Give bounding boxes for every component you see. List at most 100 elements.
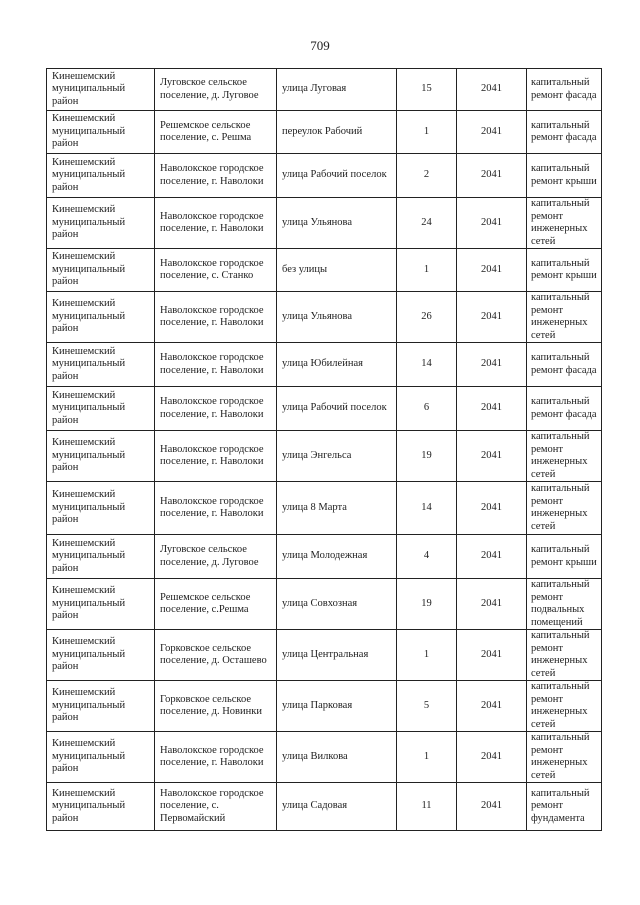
street-cell: улица Вилкова	[276, 731, 397, 783]
district-cell: Кинешемский муниципальный район	[46, 578, 155, 630]
street-cell: улица Центральная	[276, 629, 397, 681]
year-cell: 2041	[456, 68, 527, 111]
house-number-cell: 14	[396, 342, 457, 387]
house-number-cell: 1	[396, 731, 457, 783]
work-type-cell: капитальный ремонт инженерных сетей	[526, 680, 602, 732]
settlement-cell: Наволокское городское поселение, г. Наво…	[154, 731, 277, 783]
district-cell: Кинешемский муниципальный район	[46, 342, 155, 387]
street-cell: переулок Рабочий	[276, 110, 397, 154]
settlement-cell: Наволокское городское поселение, г. Наво…	[154, 342, 277, 387]
year-cell: 2041	[456, 629, 527, 681]
street-cell: улица Ульянова	[276, 197, 397, 249]
table-row: Кинешемский муниципальный район Наволокск…	[46, 386, 602, 431]
work-type-cell: капитальный ремонт фасада	[526, 386, 602, 431]
work-type-cell: капитальный ремонт инженерных сетей	[526, 629, 602, 681]
table-row: Кинешемский муниципальный район Луговское…	[46, 68, 602, 111]
district-cell: Кинешемский муниципальный район	[46, 731, 155, 783]
year-cell: 2041	[456, 291, 527, 343]
table-row: Кинешемский муниципальный район Наволокск…	[46, 481, 602, 535]
year-cell: 2041	[456, 481, 527, 535]
house-number-cell: 1	[396, 248, 457, 292]
street-cell: улица Ульянова	[276, 291, 397, 343]
district-cell: Кинешемский муниципальный район	[46, 110, 155, 154]
street-cell: улица Рабочий поселок	[276, 386, 397, 431]
district-cell: Кинешемский муниципальный район	[46, 782, 155, 831]
street-cell: улица Молодежная	[276, 534, 397, 579]
work-type-cell: капитальный ремонт инженерных сетей	[526, 430, 602, 482]
district-cell: Кинешемский муниципальный район	[46, 197, 155, 249]
settlement-cell: Наволокское городское поселение, с. Перв…	[154, 782, 277, 831]
year-cell: 2041	[456, 782, 527, 831]
house-number-cell: 11	[396, 782, 457, 831]
house-number-cell: 24	[396, 197, 457, 249]
settlement-cell: Наволокское городское поселение, г. Наво…	[154, 153, 277, 198]
settlement-cell: Луговское сельское поселение, д. Луговое	[154, 68, 277, 111]
work-type-cell: капитальный ремонт крыши	[526, 534, 602, 579]
table-row: Кинешемский муниципальный район Наволокск…	[46, 342, 602, 387]
street-cell: улица Луговая	[276, 68, 397, 111]
house-number-cell: 5	[396, 680, 457, 732]
table-row: Кинешемский муниципальный район Наволокск…	[46, 291, 602, 343]
settlement-cell: Решемское сельское поселение, с. Решма	[154, 110, 277, 154]
street-cell: улица Парковая	[276, 680, 397, 732]
house-number-cell: 4	[396, 534, 457, 579]
street-cell: без улицы	[276, 248, 397, 292]
settlement-cell: Наволокское городское поселение, с. Стан…	[154, 248, 277, 292]
year-cell: 2041	[456, 197, 527, 249]
settlement-cell: Горковское сельское поселение, д. Новинк…	[154, 680, 277, 732]
year-cell: 2041	[456, 430, 527, 482]
settlement-cell: Наволокское городское поселение, г. Наво…	[154, 430, 277, 482]
work-type-cell: капитальный ремонт фасада	[526, 110, 602, 154]
work-type-cell: капитальный ремонт фасада	[526, 342, 602, 387]
settlement-cell: Наволокское городское поселение, г. Наво…	[154, 386, 277, 431]
house-number-cell: 6	[396, 386, 457, 431]
work-type-cell: капитальный ремонт инженерных сетей	[526, 197, 602, 249]
work-type-cell: капитальный ремонт фундамента	[526, 782, 602, 831]
district-cell: Кинешемский муниципальный район	[46, 534, 155, 579]
house-number-cell: 2	[396, 153, 457, 198]
street-cell: улица 8 Марта	[276, 481, 397, 535]
year-cell: 2041	[456, 110, 527, 154]
work-type-cell: капитальный ремонт подвальных помещений	[526, 578, 602, 630]
work-type-cell: капитальный ремонт инженерных сетей	[526, 291, 602, 343]
district-cell: Кинешемский муниципальный район	[46, 629, 155, 681]
district-cell: Кинешемский муниципальный район	[46, 153, 155, 198]
house-number-cell: 1	[396, 110, 457, 154]
district-cell: Кинешемский муниципальный район	[46, 248, 155, 292]
table-row: Кинешемский муниципальный район Горковско…	[46, 680, 602, 732]
table-row: Кинешемский муниципальный район Наволокск…	[46, 248, 602, 292]
year-cell: 2041	[456, 386, 527, 431]
table-row: Кинешемский муниципальный район Наволокск…	[46, 153, 602, 198]
settlement-cell: Горковское сельское поселение, д. Осташе…	[154, 629, 277, 681]
street-cell: улица Энгельса	[276, 430, 397, 482]
house-number-cell: 26	[396, 291, 457, 343]
district-cell: Кинешемский муниципальный район	[46, 291, 155, 343]
district-cell: Кинешемский муниципальный район	[46, 680, 155, 732]
district-cell: Кинешемский муниципальный район	[46, 68, 155, 111]
table-row: Кинешемский муниципальный район Горковско…	[46, 629, 602, 681]
street-cell: улица Рабочий поселок	[276, 153, 397, 198]
house-number-cell: 19	[396, 578, 457, 630]
house-number-cell: 19	[396, 430, 457, 482]
table-row: Кинешемский муниципальный район Наволокск…	[46, 430, 602, 482]
table-row: Кинешемский муниципальный район Решемское…	[46, 578, 602, 630]
work-type-cell: капитальный ремонт крыши	[526, 153, 602, 198]
district-cell: Кинешемский муниципальный район	[46, 430, 155, 482]
district-cell: Кинешемский муниципальный район	[46, 386, 155, 431]
house-number-cell: 1	[396, 629, 457, 681]
work-type-cell: капитальный ремонт инженерных сетей	[526, 731, 602, 783]
year-cell: 2041	[456, 534, 527, 579]
settlement-cell: Решемское сельское поселение, с.Решма	[154, 578, 277, 630]
settlement-cell: Наволокское городское поселение, г. Наво…	[154, 481, 277, 535]
house-number-cell: 14	[396, 481, 457, 535]
house-number-cell: 15	[396, 68, 457, 111]
year-cell: 2041	[456, 342, 527, 387]
page-number: 709	[310, 38, 330, 53]
repair-schedule-table: Кинешемский муниципальный район Луговское…	[46, 68, 602, 831]
work-type-cell: капитальный ремонт инженерных сетей	[526, 481, 602, 535]
street-cell: улица Садовая	[276, 782, 397, 831]
year-cell: 2041	[456, 578, 527, 630]
year-cell: 2041	[456, 248, 527, 292]
year-cell: 2041	[456, 680, 527, 732]
table-row: Кинешемский муниципальный район Наволокск…	[46, 197, 602, 249]
